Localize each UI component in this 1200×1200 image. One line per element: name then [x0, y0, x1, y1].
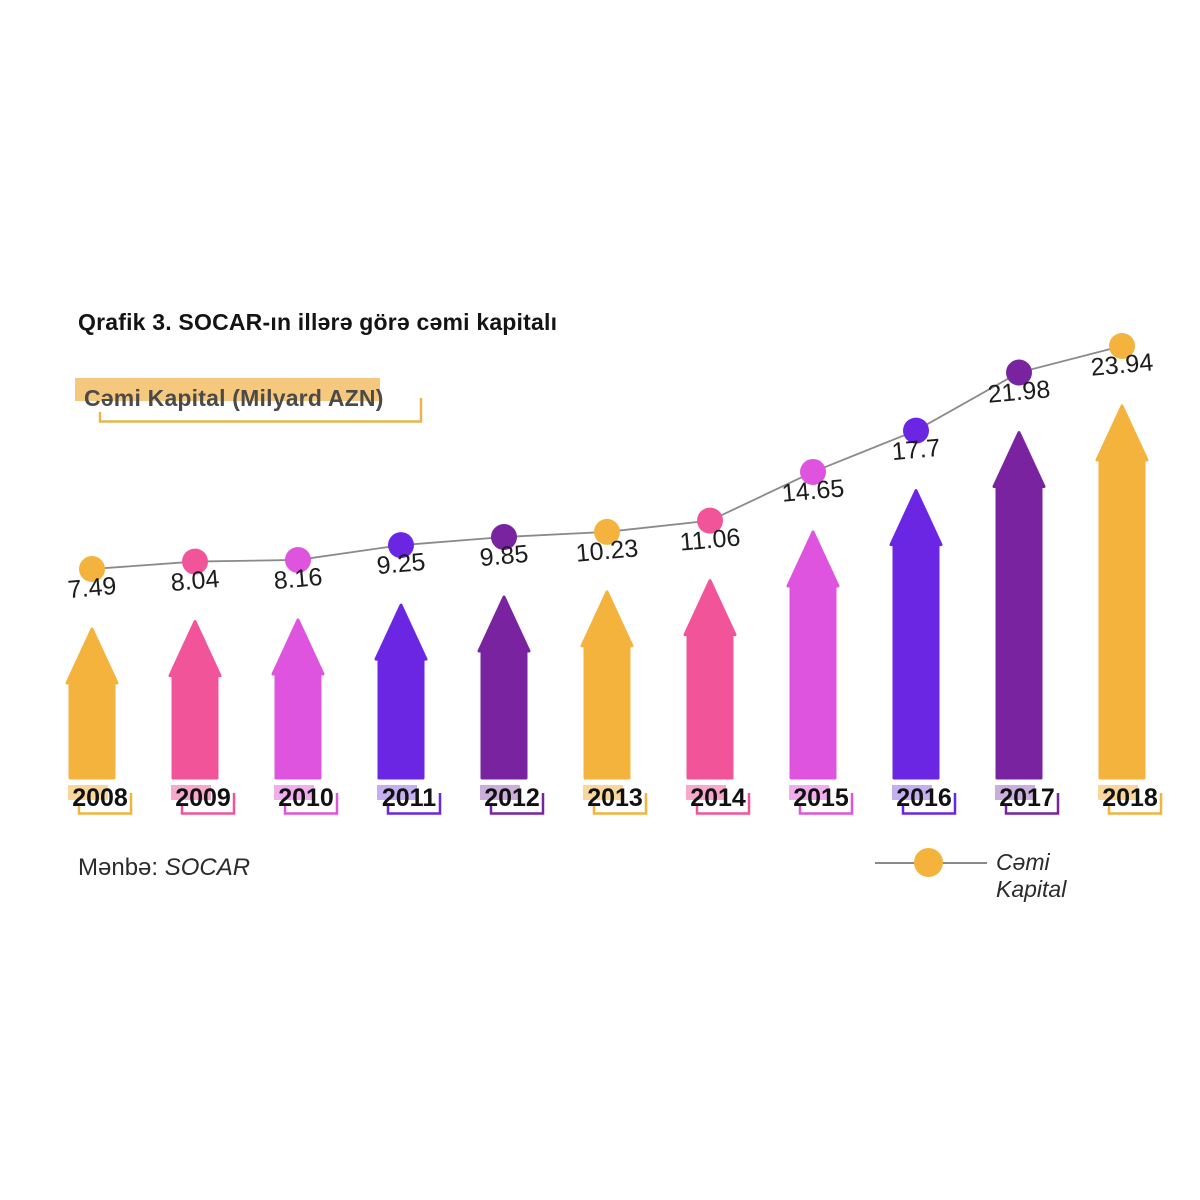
- source-value: SOCAR: [164, 854, 251, 881]
- subtitle-bracket: [98, 398, 423, 423]
- source-note: Mənbə: SOCAR: [78, 854, 250, 882]
- subtitle-highlight: [75, 378, 380, 401]
- marker-2013: [594, 518, 620, 545]
- marker-2011: [388, 532, 414, 559]
- bar-2009: [168, 620, 222, 780]
- bar-2015: [786, 530, 840, 780]
- bar-2010: [271, 618, 325, 780]
- marker-2012: [491, 524, 517, 551]
- marker-2017: [1006, 359, 1032, 386]
- bar-2012: [477, 595, 531, 780]
- bar-2011: [374, 603, 428, 780]
- source-label: Mənbə:: [78, 854, 159, 881]
- marker-2015: [800, 458, 826, 485]
- year-bracket-2008: [77, 793, 133, 815]
- year-bracket-2014: [695, 793, 751, 815]
- year-bracket-2011: [386, 793, 442, 815]
- year-bracket-2012: [489, 793, 545, 815]
- bar-2014: [683, 579, 737, 780]
- year-bracket-2015: [798, 793, 854, 815]
- marker-2018: [1109, 332, 1135, 359]
- marker-2010: [285, 546, 311, 573]
- chart-title: Qrafik 3. SOCAR-ın illərə görə cəmi kapi…: [78, 309, 558, 335]
- year-bracket-2009: [180, 793, 236, 815]
- bar-2016: [889, 489, 943, 780]
- bar-2008: [65, 627, 119, 780]
- marker-2008: [79, 556, 105, 583]
- marker-2009: [182, 548, 208, 575]
- bar-2013: [580, 590, 634, 780]
- legend-marker-icon: [914, 848, 943, 877]
- marker-2016: [903, 417, 929, 444]
- year-bracket-2010: [283, 793, 339, 815]
- bar-2017: [992, 431, 1046, 780]
- year-bracket-2017: [1004, 793, 1060, 815]
- legend-label: Cəmi Kapital: [996, 849, 1067, 902]
- subtitle-label: Cəmi Kapital (Milyard AZN): [84, 385, 384, 411]
- bar-2018: [1095, 404, 1149, 780]
- marker-2014: [697, 507, 723, 534]
- year-bracket-2018: [1107, 793, 1163, 815]
- year-bracket-2013: [592, 793, 648, 815]
- year-bracket-2016: [901, 793, 957, 815]
